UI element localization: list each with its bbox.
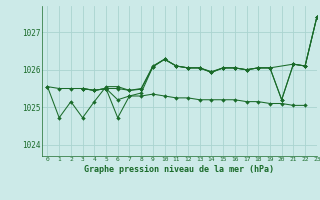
X-axis label: Graphe pression niveau de la mer (hPa): Graphe pression niveau de la mer (hPa) — [84, 165, 274, 174]
